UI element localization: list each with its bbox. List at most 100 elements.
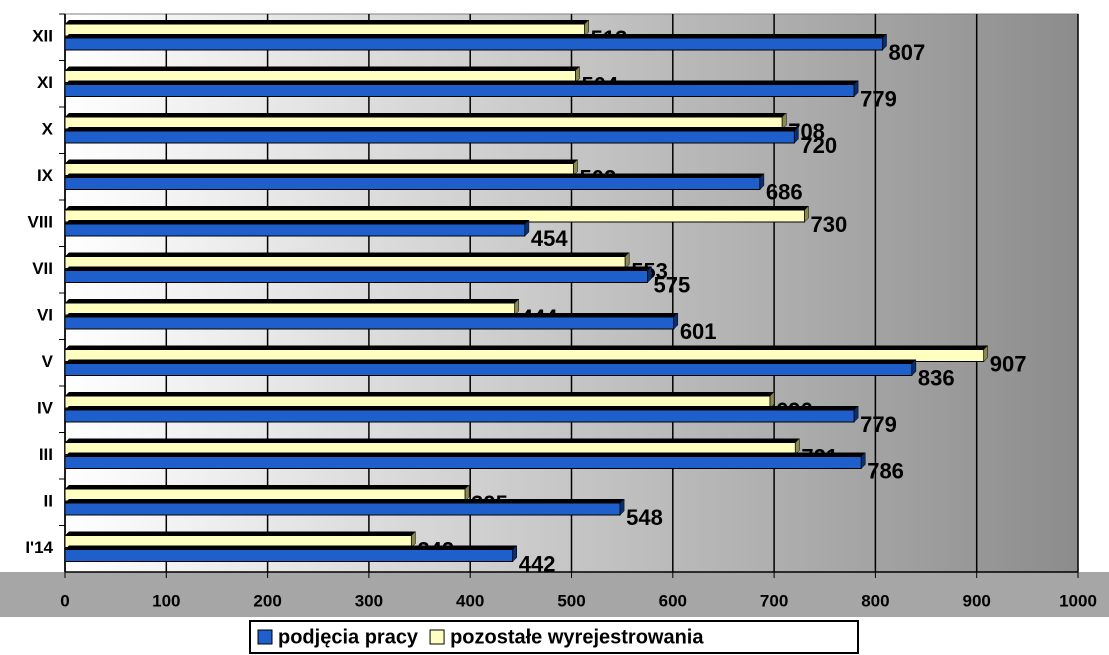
bar-end bbox=[795, 437, 800, 456]
bar-depth bbox=[65, 80, 859, 85]
x-tick-label: 700 bbox=[760, 591, 788, 610]
bar-depth bbox=[65, 345, 988, 350]
bar bbox=[64, 502, 621, 516]
bar-depth bbox=[65, 127, 799, 131]
bar bbox=[64, 270, 648, 283]
value-label: 907 bbox=[990, 351, 1027, 376]
bar-end bbox=[673, 312, 679, 330]
bar-depth bbox=[65, 159, 578, 164]
y-tick-label: II bbox=[44, 492, 53, 511]
value-label: 779 bbox=[860, 86, 897, 111]
bar-end bbox=[769, 391, 775, 409]
bar-end bbox=[781, 112, 787, 130]
bar-depth bbox=[65, 266, 652, 271]
bar-end bbox=[882, 33, 887, 51]
value-label: 686 bbox=[766, 179, 803, 204]
bar-depth bbox=[65, 545, 517, 550]
bar bbox=[64, 177, 761, 190]
legend-label: podjęcia pracy bbox=[278, 626, 419, 648]
bar-end bbox=[759, 172, 765, 191]
value-label: 601 bbox=[680, 319, 717, 344]
bar-depth bbox=[65, 34, 887, 38]
bar bbox=[64, 84, 855, 97]
bar bbox=[64, 130, 795, 144]
bar-end bbox=[794, 126, 799, 144]
bar-end bbox=[624, 251, 630, 270]
bar-end bbox=[911, 358, 917, 377]
value-label: 548 bbox=[626, 505, 663, 530]
bar-depth bbox=[65, 206, 809, 210]
bar bbox=[64, 37, 883, 51]
bar-depth bbox=[65, 531, 416, 536]
legend-label: pozostałe wyrejestrowania bbox=[450, 626, 704, 648]
x-tick-label: 800 bbox=[861, 591, 889, 610]
bar-depth bbox=[65, 66, 580, 71]
y-tick-label: V bbox=[42, 352, 54, 371]
bar bbox=[64, 409, 855, 423]
bar-depth bbox=[65, 438, 800, 443]
bar-end bbox=[853, 405, 859, 423]
y-tick-label: XI bbox=[37, 73, 53, 92]
y-tick-label: XII bbox=[32, 27, 53, 46]
bar-end bbox=[804, 205, 809, 223]
value-label: 454 bbox=[531, 226, 568, 251]
bar-end bbox=[524, 219, 530, 237]
bar-end bbox=[983, 344, 989, 363]
bar-depth bbox=[65, 406, 859, 410]
value-label: 720 bbox=[800, 133, 837, 158]
x-tick-label: 600 bbox=[659, 591, 687, 610]
bar-depth bbox=[65, 220, 529, 224]
legend-swatch bbox=[429, 629, 445, 645]
bar-end bbox=[853, 79, 859, 98]
y-tick-label: VII bbox=[32, 259, 53, 278]
bar-depth bbox=[65, 173, 764, 178]
bar-end bbox=[860, 451, 866, 470]
bar bbox=[64, 316, 675, 330]
x-tick-label: 200 bbox=[253, 591, 281, 610]
bar bbox=[64, 363, 913, 376]
value-label: 836 bbox=[918, 365, 955, 390]
bar-depth bbox=[65, 252, 630, 257]
x-tick-label: 900 bbox=[963, 591, 991, 610]
bar bbox=[64, 549, 514, 562]
y-tick-label: IV bbox=[37, 399, 54, 418]
bar-depth bbox=[65, 359, 916, 364]
bar-end bbox=[573, 158, 578, 177]
axis-band bbox=[0, 572, 1109, 617]
bar-depth bbox=[65, 499, 625, 503]
bar-end bbox=[584, 19, 589, 37]
bar-depth bbox=[65, 392, 775, 396]
y-tick-label: VI bbox=[37, 306, 53, 325]
bar-depth bbox=[65, 452, 866, 457]
x-tick-label: 0 bbox=[60, 591, 69, 610]
bar bbox=[64, 223, 526, 237]
x-tick-label: 100 bbox=[152, 591, 180, 610]
bar-depth bbox=[65, 313, 678, 317]
bar-end bbox=[647, 265, 652, 284]
bar-end bbox=[512, 544, 517, 563]
bar-end bbox=[464, 484, 470, 502]
x-tick-label: 500 bbox=[557, 591, 585, 610]
bar-end bbox=[514, 298, 520, 316]
bar-depth bbox=[65, 113, 787, 117]
legend bbox=[249, 620, 859, 654]
value-label: 807 bbox=[888, 40, 925, 65]
x-tick-label: 400 bbox=[456, 591, 484, 610]
value-label: 786 bbox=[867, 458, 904, 483]
x-tick-label: 1000 bbox=[1059, 591, 1097, 610]
y-tick-label: I'14 bbox=[25, 538, 53, 557]
value-label: 442 bbox=[519, 551, 556, 576]
x-tick-label: 300 bbox=[355, 591, 383, 610]
bar-depth bbox=[65, 485, 470, 489]
bar-depth bbox=[65, 299, 519, 303]
y-tick-label: III bbox=[39, 445, 53, 464]
y-tick-label: IX bbox=[37, 166, 54, 185]
legend-swatch bbox=[257, 629, 273, 645]
value-label: 575 bbox=[653, 272, 690, 297]
y-tick-label: VIII bbox=[27, 213, 53, 232]
bar-end bbox=[411, 530, 416, 549]
bar-end bbox=[575, 65, 580, 84]
value-label: 779 bbox=[860, 412, 897, 437]
value-label: 730 bbox=[810, 212, 847, 237]
